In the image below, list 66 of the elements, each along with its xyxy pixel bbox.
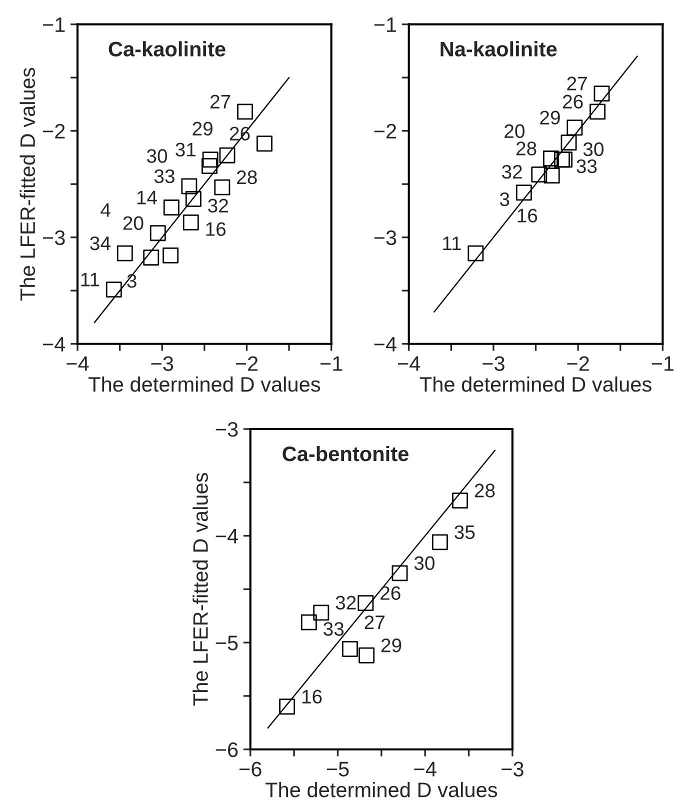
x-axis-title: The determined D values xyxy=(420,376,652,392)
annotation: 30 xyxy=(583,142,604,156)
annotation: 32 xyxy=(502,164,522,179)
y-tick-label: −2 xyxy=(374,124,396,138)
x-tick-label: −2 xyxy=(567,356,589,371)
annotation: 28 xyxy=(474,484,495,498)
annotation: 33 xyxy=(324,622,344,636)
annotation: 34 xyxy=(90,236,110,250)
annotation: 30 xyxy=(146,149,168,163)
annotation: 27 xyxy=(567,76,587,90)
x-tick-label: −3 xyxy=(482,356,504,371)
annotation: 4 xyxy=(100,203,110,217)
x-tick-label: −5 xyxy=(326,762,349,776)
x-axis-title: The determined D values xyxy=(266,782,498,798)
y-tick-label: −2 xyxy=(42,124,65,138)
y-tick-label: −1 xyxy=(42,18,65,32)
x-tick-label: −4 xyxy=(66,356,89,371)
x-tick-label: −2 xyxy=(236,356,258,371)
y-tick-label: −3 xyxy=(42,230,65,246)
annotation: 20 xyxy=(123,216,144,230)
annotation: 26 xyxy=(562,94,583,109)
annotation: 28 xyxy=(237,170,257,184)
y-axis-title: The LFER-fitted D values xyxy=(192,472,208,706)
annotation: 33 xyxy=(576,159,597,174)
x-tick-label: −3 xyxy=(151,356,174,371)
annotation: 35 xyxy=(454,525,475,540)
x-axis-title: The determined D values xyxy=(88,376,320,392)
x-tick-label: −1 xyxy=(652,356,674,371)
annotation: 16 xyxy=(206,222,226,236)
annotation: 30 xyxy=(414,556,435,570)
annotation: 32 xyxy=(208,198,228,213)
x-tick-label: −4 xyxy=(414,762,436,776)
annotation: 32 xyxy=(336,596,356,610)
annotation: 16 xyxy=(518,208,538,222)
annotation: 11 xyxy=(443,236,461,250)
annotation: 29 xyxy=(540,110,560,125)
annotation: 3 xyxy=(500,192,510,206)
annotation: 31 xyxy=(176,142,196,156)
y-axis-title: The LFER-fitted D values xyxy=(20,68,36,301)
annotation: 14 xyxy=(137,190,157,204)
annotation: 11 xyxy=(81,272,100,286)
y-tick-label: −4 xyxy=(374,337,396,352)
annotation: 29 xyxy=(381,638,402,652)
annotation: 28 xyxy=(516,142,536,156)
y-tick-label: −3 xyxy=(374,230,396,246)
y-tick-label: −1 xyxy=(374,18,396,32)
annotation: 20 xyxy=(504,124,525,138)
annotation: 16 xyxy=(302,690,322,704)
y-tick-label: −4 xyxy=(42,337,66,352)
annotation: 29 xyxy=(192,122,212,136)
text: Ca-bentonite xyxy=(282,446,408,462)
x-tick-label: −4 xyxy=(398,356,420,371)
annotation: 33 xyxy=(154,169,174,184)
x-tick-label: −3 xyxy=(502,762,524,776)
y-tick-label: −6 xyxy=(216,742,238,758)
x-tick-label: −6 xyxy=(240,762,262,776)
text: Na-kaolinite xyxy=(440,41,557,56)
annotation: 26 xyxy=(380,586,400,600)
y-tick-label: −3 xyxy=(216,422,238,437)
annotation: 27 xyxy=(364,615,385,630)
x-tick-label: −1 xyxy=(320,356,342,371)
y-tick-label: −5 xyxy=(216,636,238,650)
annotation: 3 xyxy=(127,274,136,288)
text: Ca-kaolinite xyxy=(108,41,226,56)
y-tick-label: −4 xyxy=(216,529,238,544)
annotation: 27 xyxy=(210,94,230,108)
